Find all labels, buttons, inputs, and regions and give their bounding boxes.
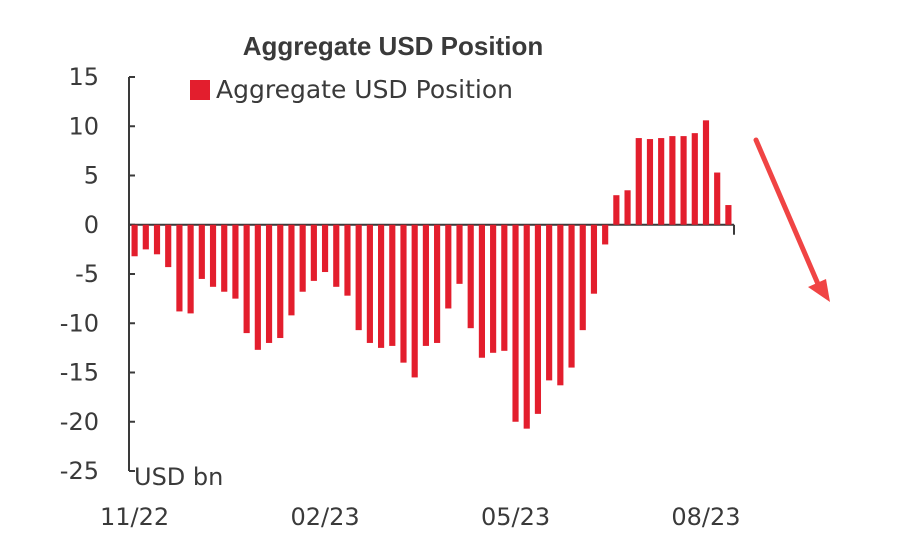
bar xyxy=(187,224,194,314)
bar xyxy=(646,139,654,225)
bar xyxy=(221,224,228,292)
y-axis: 15 10 5 0 -5 -10 -15 -20 -25 xyxy=(60,63,135,485)
bar xyxy=(243,224,250,334)
bar xyxy=(624,190,631,225)
y-tick-label: 15 xyxy=(68,63,99,91)
trend-arrow xyxy=(753,137,830,302)
bar xyxy=(232,224,239,299)
bar xyxy=(725,205,732,225)
bar xyxy=(310,224,317,281)
bar xyxy=(131,224,138,257)
bar xyxy=(165,224,172,268)
bar xyxy=(422,224,429,346)
x-tick-label: 02/23 xyxy=(290,503,359,531)
bar xyxy=(568,224,575,368)
bar xyxy=(176,224,183,312)
bar xyxy=(658,138,665,225)
bar xyxy=(378,224,385,348)
bar xyxy=(579,224,586,331)
bar xyxy=(333,224,340,287)
bar xyxy=(209,224,217,287)
bar xyxy=(254,224,261,350)
bar xyxy=(434,224,441,343)
bar xyxy=(321,224,329,273)
bar xyxy=(512,224,519,422)
bar xyxy=(590,224,598,294)
x-axis: 11/22 02/23 05/23 08/23 xyxy=(100,223,741,531)
bar xyxy=(277,224,284,339)
bar xyxy=(142,224,149,250)
bar xyxy=(153,224,161,255)
bar xyxy=(389,224,396,346)
y-tick-label: 5 xyxy=(84,162,99,190)
y-tick-label: -20 xyxy=(60,408,99,436)
bar xyxy=(288,224,295,316)
bar xyxy=(523,224,530,429)
legend-label: Aggregate USD Position xyxy=(216,75,513,104)
y-tick-label: 0 xyxy=(84,211,99,239)
bar xyxy=(265,224,273,343)
bar xyxy=(490,224,497,353)
bars xyxy=(131,120,732,429)
y-tick-label: -5 xyxy=(75,260,99,288)
bar xyxy=(669,136,676,225)
bar xyxy=(456,224,463,284)
bar xyxy=(467,224,474,329)
y-tick-label: 10 xyxy=(68,112,99,140)
bar xyxy=(501,224,508,351)
bar xyxy=(714,172,721,225)
bar xyxy=(635,138,642,225)
legend: Aggregate USD Position xyxy=(190,75,513,104)
bar xyxy=(534,224,542,414)
bar xyxy=(680,136,687,225)
bar xyxy=(546,224,553,381)
y-axis-unit-label: USD bn xyxy=(134,463,223,491)
bar xyxy=(299,224,306,292)
bar xyxy=(613,195,620,225)
bar xyxy=(445,224,452,309)
bar xyxy=(411,224,418,378)
bar xyxy=(355,224,362,331)
x-tick-label: 11/22 xyxy=(100,503,169,531)
bar xyxy=(702,120,710,225)
bar xyxy=(602,224,609,245)
trend-arrow-shaft xyxy=(753,137,821,287)
trend-arrow-head xyxy=(808,279,830,302)
bar xyxy=(557,224,564,386)
bar xyxy=(344,224,351,296)
y-tick-label: -25 xyxy=(60,457,99,485)
bar xyxy=(400,224,407,363)
legend-swatch xyxy=(190,80,210,100)
x-tick-label: 05/23 xyxy=(481,503,550,531)
bar xyxy=(198,224,205,279)
y-tick-label: -10 xyxy=(60,309,99,337)
chart-title: Aggregate USD Position xyxy=(243,31,543,61)
bar xyxy=(691,133,698,225)
y-tick-label: -15 xyxy=(60,359,99,387)
bar xyxy=(478,224,485,358)
bar xyxy=(366,224,373,343)
x-tick-label: 08/23 xyxy=(671,503,740,531)
